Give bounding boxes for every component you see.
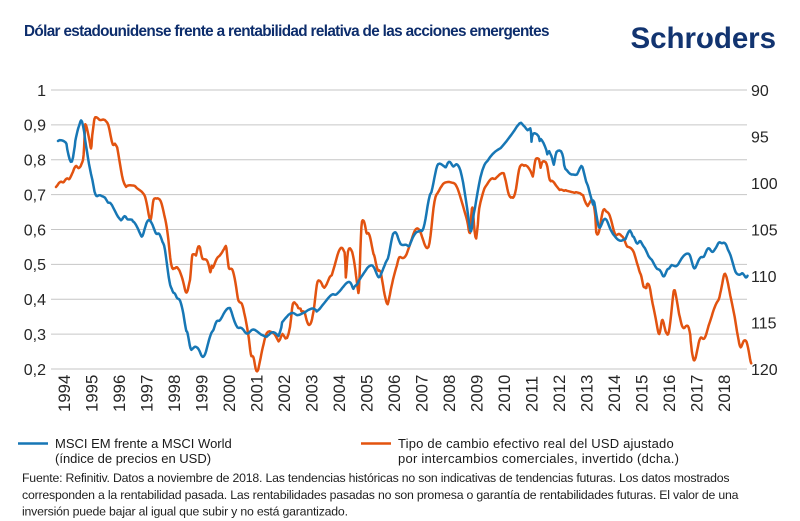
svg-text:Schroders: Schroders xyxy=(631,22,776,55)
svg-text:2013: 2013 xyxy=(577,375,596,412)
svg-text:2002: 2002 xyxy=(275,375,294,412)
svg-text:2008: 2008 xyxy=(440,375,459,412)
svg-text:105: 105 xyxy=(751,222,778,239)
svg-text:120: 120 xyxy=(751,362,778,379)
svg-text:2000: 2000 xyxy=(220,375,239,412)
svg-text:2001: 2001 xyxy=(247,375,266,412)
svg-text:corresponden a la rentabilidad: corresponden a la rentabilidad pasada. L… xyxy=(22,488,739,502)
svg-text:2012: 2012 xyxy=(550,375,569,412)
svg-text:2014: 2014 xyxy=(605,375,624,412)
svg-text:2007: 2007 xyxy=(412,375,431,412)
svg-text:Fuente: Refinitiv. Datos a nov: Fuente: Refinitiv. Datos a noviembre de … xyxy=(22,471,729,485)
svg-text:0,6: 0,6 xyxy=(24,222,46,239)
svg-text:0,3: 0,3 xyxy=(24,327,46,344)
svg-text:0,4: 0,4 xyxy=(24,292,46,309)
svg-text:115: 115 xyxy=(751,315,777,332)
svg-text:2010: 2010 xyxy=(495,375,514,412)
svg-text:2015: 2015 xyxy=(632,375,651,412)
svg-text:0,9: 0,9 xyxy=(24,118,46,135)
svg-text:MSCI EM frente a MSCI World: MSCI EM frente a MSCI World xyxy=(55,436,232,451)
svg-text:1997: 1997 xyxy=(137,375,156,412)
svg-text:2003: 2003 xyxy=(302,375,321,412)
svg-text:2006: 2006 xyxy=(385,375,404,412)
svg-text:110: 110 xyxy=(751,269,777,286)
svg-text:100: 100 xyxy=(751,176,778,193)
svg-text:0,5: 0,5 xyxy=(24,257,46,274)
svg-text:0,2: 0,2 xyxy=(24,362,46,379)
svg-text:1: 1 xyxy=(37,83,46,100)
svg-text:Tipo de cambio efectivo real d: Tipo de cambio efectivo real del USD aju… xyxy=(398,436,674,451)
svg-text:2011: 2011 xyxy=(522,376,541,412)
svg-text:(índice de precios en USD): (índice de precios en USD) xyxy=(55,451,211,466)
svg-text:2005: 2005 xyxy=(357,375,376,412)
svg-text:0,8: 0,8 xyxy=(24,153,46,170)
svg-text:Dólar estadounidense frente a: Dólar estadounidense frente a rentabilid… xyxy=(24,23,549,40)
svg-text:2004: 2004 xyxy=(330,375,349,412)
svg-text:2017: 2017 xyxy=(687,375,706,412)
svg-text:1996: 1996 xyxy=(110,375,129,412)
svg-text:95: 95 xyxy=(751,129,769,146)
svg-text:2018: 2018 xyxy=(715,375,734,412)
svg-text:90: 90 xyxy=(751,83,769,100)
svg-text:1999: 1999 xyxy=(192,375,211,412)
svg-text:inversión puede bajar al igual: inversión puede bajar al igual que subir… xyxy=(22,505,348,519)
svg-text:1995: 1995 xyxy=(82,375,101,412)
svg-text:1994: 1994 xyxy=(55,375,74,412)
svg-text:0,7: 0,7 xyxy=(24,187,46,204)
svg-text:1998: 1998 xyxy=(165,375,184,412)
svg-text:por intercambios comerciales,: por intercambios comerciales, invertido … xyxy=(398,451,679,466)
svg-text:2009: 2009 xyxy=(467,375,486,412)
svg-text:2016: 2016 xyxy=(660,375,679,412)
